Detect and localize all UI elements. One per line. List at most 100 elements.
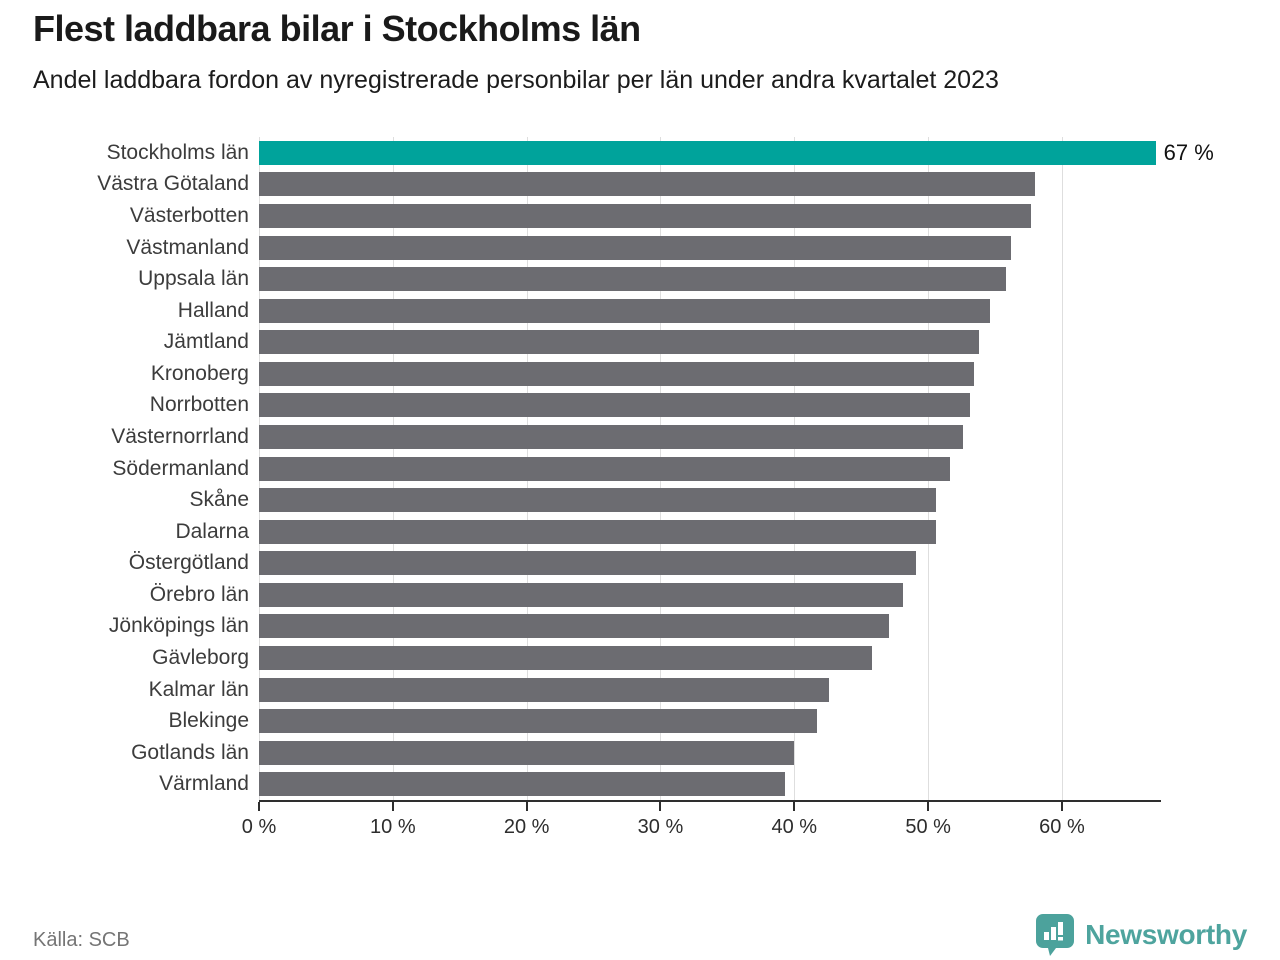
- bar: [259, 582, 903, 607]
- bar: [259, 424, 963, 449]
- tick-mark: [659, 802, 662, 811]
- bar-track: [259, 677, 1161, 702]
- tick-mark: [391, 802, 394, 811]
- tick-mark: [525, 802, 528, 811]
- tick-label: 10 %: [370, 816, 416, 838]
- bar: [259, 488, 937, 513]
- category-label: Västernorrland: [111, 424, 249, 448]
- category-label: Jämtland: [163, 330, 249, 354]
- bar-track: [259, 740, 1161, 765]
- chart-row: Västra Götaland: [33, 169, 1161, 201]
- tick-label: 50 %: [905, 816, 951, 838]
- bar: [259, 551, 917, 576]
- category-label: Västra Götaland: [97, 172, 249, 196]
- category-label: Gävleborg: [152, 646, 249, 670]
- tick-label: 20 %: [503, 816, 550, 838]
- bar-track: [259, 393, 1161, 418]
- bar-track: [259, 456, 1161, 481]
- chart-row: Västmanland: [33, 232, 1161, 264]
- chart-row: Gotlands län: [33, 737, 1161, 769]
- chart-rows: Stockholms län 67 % Västra Götaland Västerb…: [33, 137, 1214, 801]
- bar-track: [259, 330, 1161, 355]
- tick-mark: [793, 802, 796, 811]
- gridline: [1061, 137, 1063, 800]
- category-label: Dalarna: [175, 519, 249, 543]
- category-label: Uppsala län: [138, 267, 249, 291]
- source-note: Källa: SCB: [33, 929, 130, 951]
- bar: [259, 330, 979, 355]
- category-label: Skåne: [189, 488, 249, 512]
- plot-area: Stockholms län 67 % Västra Götaland Västerb…: [33, 137, 1214, 801]
- bar: [259, 361, 974, 386]
- brand-logo: Newsworthy: [1035, 913, 1247, 957]
- tick-mark: [258, 802, 260, 811]
- chart-row: Kronoberg: [33, 358, 1161, 390]
- bar: [259, 740, 795, 765]
- chart-row: Södermanland: [33, 453, 1161, 485]
- bar: [259, 298, 990, 323]
- chart-row: Jönköpings län: [33, 611, 1161, 643]
- chart-row: Gävleborg: [33, 642, 1161, 674]
- category-label: Västerbotten: [129, 203, 249, 227]
- category-label: Halland: [177, 298, 249, 322]
- bar-chart: Stockholms län 67 % Västra Götaland Västerb…: [33, 137, 1214, 861]
- bar-track: 67 %: [259, 140, 1214, 165]
- category-label: Örebro län: [149, 582, 249, 606]
- bar-track: [259, 709, 1161, 734]
- tick-label: 60 %: [1039, 816, 1085, 838]
- x-axis: 0 % 10 % 20 % 30 % 40 % 50 % 60 %: [242, 800, 1161, 860]
- category-label: Kronoberg: [150, 361, 249, 385]
- chart-row: Östergötland: [33, 548, 1161, 580]
- bar-track: [259, 519, 1161, 544]
- tick-mark: [1060, 802, 1063, 811]
- tick-label: 0 %: [241, 816, 277, 838]
- page-subtitle: Andel laddbara fordon av nyregistrerade …: [33, 66, 999, 94]
- bar: [259, 393, 970, 418]
- chart-row: Skåne: [33, 484, 1161, 516]
- tick-label: 30 %: [637, 816, 684, 838]
- bar: [259, 456, 950, 481]
- value-label: 67 %: [1163, 139, 1214, 165]
- tick-mark: [927, 802, 930, 811]
- bar-track: [259, 424, 1161, 449]
- category-label: Stockholms län: [106, 140, 249, 164]
- chart-row: Kalmar län: [33, 674, 1161, 706]
- bar: [259, 235, 1012, 260]
- bar-track: [259, 582, 1161, 607]
- category-label: Gotlands län: [131, 740, 249, 764]
- category-label: Norrbotten: [149, 393, 249, 417]
- brand-name: Newsworthy: [1085, 919, 1247, 950]
- bar-track: [259, 488, 1161, 513]
- chart-row: Stockholms län 67 %: [33, 137, 1214, 169]
- chart-row: Örebro län: [33, 579, 1161, 611]
- tick-label: 40 %: [771, 816, 818, 838]
- category-label: Västmanland: [126, 235, 249, 259]
- category-label: Kalmar län: [148, 677, 249, 701]
- chart-row: Västernorrland: [33, 421, 1161, 453]
- bar-track: [259, 298, 1161, 323]
- chart-row: Halland: [33, 295, 1161, 327]
- category-label: Jönköpings län: [108, 614, 249, 638]
- bar-track: [259, 772, 1161, 797]
- category-label: Värmland: [159, 772, 249, 796]
- bar: [259, 203, 1032, 228]
- category-label: Blekinge: [168, 709, 249, 733]
- category-label: Södermanland: [112, 456, 249, 480]
- bar-track: [259, 235, 1161, 260]
- bar-track: [259, 361, 1161, 386]
- bar-track: [259, 172, 1161, 197]
- bar-track: [259, 203, 1161, 228]
- newsworthy-logo-icon: [1035, 913, 1075, 957]
- chart-row: Värmland: [33, 769, 1161, 801]
- page-title: Flest laddbara bilar i Stockholms län: [33, 8, 641, 49]
- bar-track: [259, 551, 1161, 576]
- bar: [259, 677, 830, 702]
- bar-track: [259, 614, 1161, 639]
- bar-track: [259, 646, 1161, 671]
- chart-row: Blekinge: [33, 705, 1161, 737]
- category-label: Östergötland: [128, 551, 249, 575]
- bar: [259, 646, 872, 671]
- bar: [259, 267, 1006, 292]
- chart-row: Norrbotten: [33, 390, 1161, 422]
- bar-highlighted: 67 %: [259, 140, 1214, 165]
